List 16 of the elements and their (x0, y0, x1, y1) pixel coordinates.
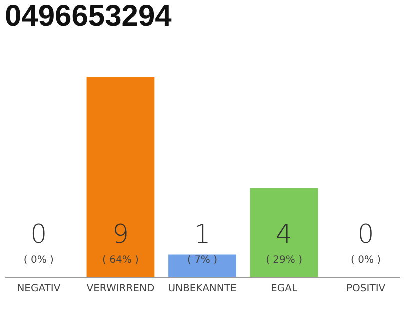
x-tick-label: VERWIRREND (86, 284, 155, 294)
data-label: 0 (30, 220, 48, 250)
x-tick-label: EGAL (271, 284, 298, 294)
chart-title: 0496653294 (5, 0, 172, 33)
data-label: 0 (358, 220, 374, 250)
data-label: 9 (112, 220, 129, 250)
annotation: ( 29% ) (266, 255, 303, 266)
x-tick-label: NEGATIV (17, 284, 61, 294)
annotation: ( 7% ) (187, 255, 218, 266)
data-label: 1 (194, 220, 211, 250)
x-tick-label: POSITIV (346, 284, 386, 294)
data-label: 4 (276, 220, 293, 250)
annotation: ( 0% ) (24, 255, 54, 266)
annotation: ( 0% ) (351, 255, 382, 266)
annotation: ( 64% ) (102, 255, 140, 266)
x-tick-label: UNBEKANNTE (168, 284, 237, 294)
